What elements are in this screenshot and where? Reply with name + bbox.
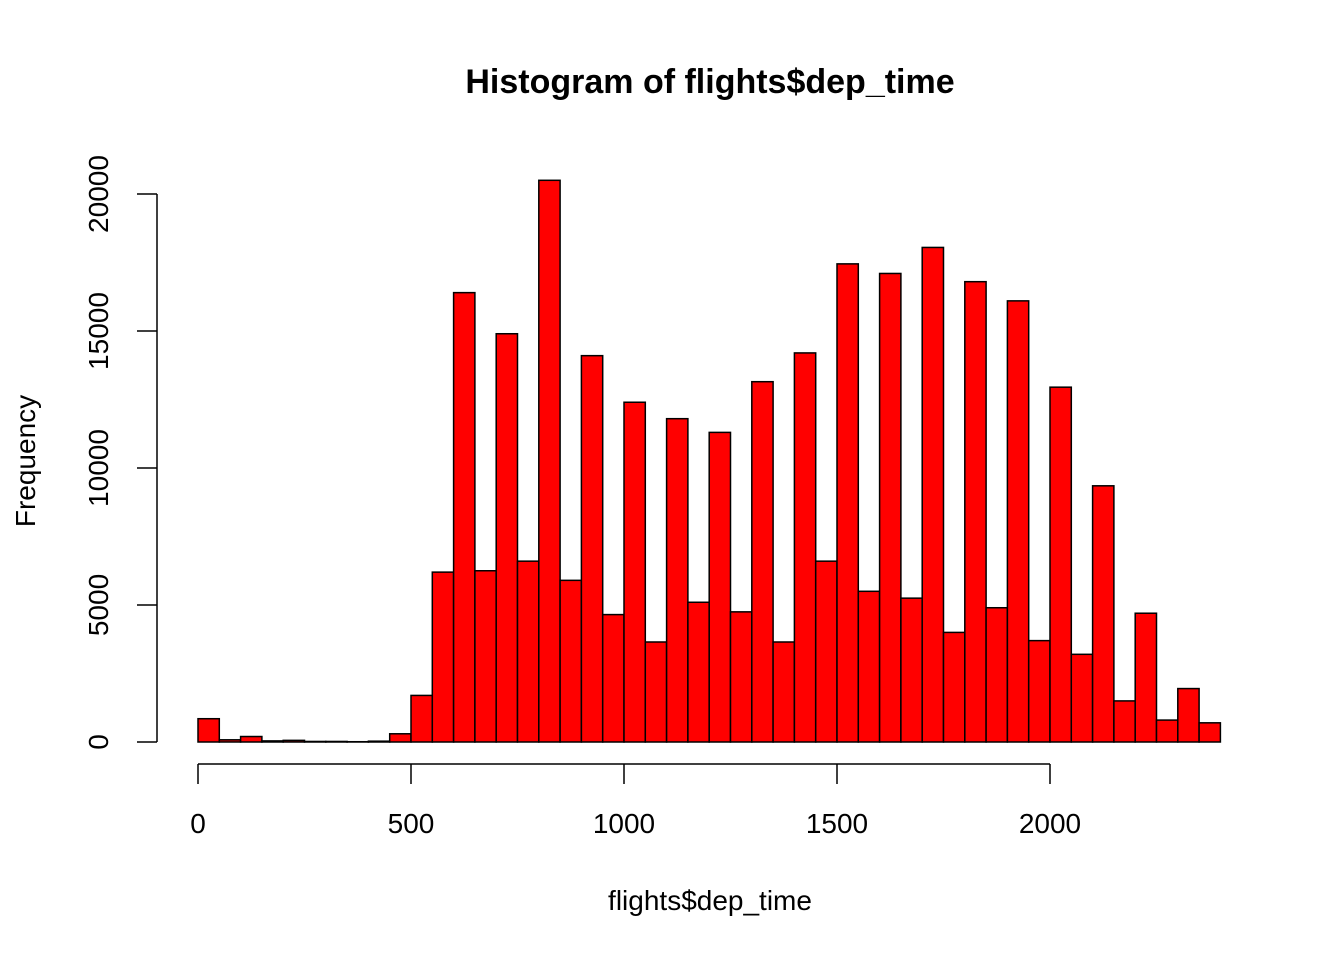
histogram-bar: [218, 739, 242, 743]
histogram-bar: [751, 380, 774, 743]
histogram-bar: [559, 579, 583, 743]
histogram-bar: [729, 611, 753, 743]
histogram-bar: [964, 280, 987, 743]
histogram-bar: [516, 560, 540, 743]
x-tick-label: 500: [388, 808, 435, 839]
y-tick-label: 0: [83, 734, 114, 750]
y-tick-label: 15000: [83, 292, 114, 370]
x-axis: 0 500 1000 1500 2000: [190, 763, 1081, 839]
histogram-bar: [687, 601, 710, 743]
histogram-bar: [921, 246, 945, 743]
y-tick-label: 5000: [83, 574, 114, 636]
histogram-bar: [325, 740, 348, 743]
x-tick-label: 0: [190, 808, 206, 839]
x-tick-label: 2000: [1019, 808, 1081, 839]
histogram-bar: [814, 560, 838, 743]
histogram-bar: [1070, 653, 1094, 743]
histogram-bar: [388, 733, 412, 743]
histogram-bar: [367, 740, 391, 743]
histogram-bar: [878, 272, 902, 743]
histogram-bar: [1027, 639, 1051, 743]
histogram-bar: [282, 739, 306, 743]
x-axis-label: flights$dep_time: [608, 885, 812, 916]
histogram-bar: [1006, 300, 1030, 743]
x-tick-label: 1500: [806, 808, 868, 839]
histogram-bar: [708, 431, 732, 743]
histogram-bar: [1198, 722, 1222, 743]
histogram-bar: [197, 717, 221, 743]
bars-group: [197, 179, 1222, 743]
histogram-bar: [1134, 612, 1158, 743]
histogram-bar: [495, 332, 519, 743]
x-tick-label: 1000: [593, 808, 655, 839]
histogram-bar: [1177, 687, 1200, 743]
histogram-bar: [452, 291, 476, 743]
histogram-bar: [772, 641, 796, 743]
histogram-bar: [793, 352, 817, 743]
histogram-bar: [474, 570, 497, 743]
chart-title: Histogram of flights$dep_time: [465, 63, 954, 101]
histogram-bar: [665, 417, 689, 743]
histogram-bar: [538, 179, 561, 743]
histogram-bar: [857, 590, 881, 743]
histogram-bar: [261, 740, 284, 743]
histogram-bar: [303, 740, 327, 743]
histogram-bar: [623, 401, 647, 743]
histogram-bar: [580, 354, 604, 743]
histogram-bar: [431, 571, 455, 743]
y-axis: 0 5000 10000 15000 20000: [83, 155, 158, 750]
histogram-bar: [1155, 719, 1179, 743]
histogram-bar: [836, 263, 860, 743]
histogram-bar: [985, 606, 1009, 743]
y-tick-label: 20000: [83, 155, 114, 233]
histogram-bar: [644, 641, 668, 743]
histogram-bar: [942, 631, 966, 743]
histogram-bar: [410, 694, 434, 743]
histogram-bar: [1049, 386, 1073, 743]
histogram-bar: [1113, 700, 1136, 743]
y-axis-label: Frequency: [10, 395, 41, 527]
histogram-bar: [900, 597, 923, 743]
histogram-bar: [239, 735, 263, 743]
histogram-bar: [601, 613, 625, 743]
histogram-bar: [1091, 485, 1115, 743]
y-tick-label: 10000: [83, 429, 114, 507]
